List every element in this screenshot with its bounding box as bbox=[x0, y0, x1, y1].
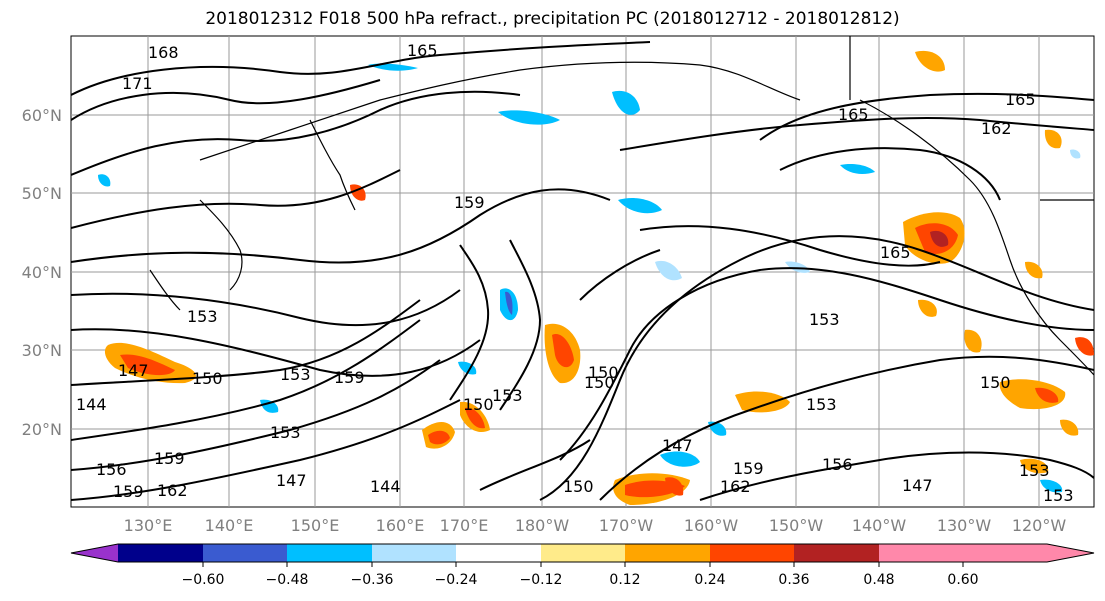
lon-label: 150°E bbox=[291, 516, 340, 535]
colorbar-tick-label: 0.60 bbox=[947, 572, 978, 588]
lat-label: 40°N bbox=[22, 263, 62, 282]
contour-label: 171 bbox=[122, 74, 153, 93]
colorbar-under-arrow bbox=[71, 544, 118, 562]
lat-label: 60°N bbox=[22, 106, 62, 125]
lon-label: 170°E bbox=[440, 516, 489, 535]
colorbar-segment bbox=[118, 544, 203, 562]
colorbar-tick-label: 0.24 bbox=[694, 572, 725, 588]
lon-label: 140°E bbox=[205, 516, 254, 535]
contour-label: 159 bbox=[154, 449, 185, 468]
refractivity-contours bbox=[71, 41, 1094, 501]
contour-label: 147 bbox=[902, 476, 933, 495]
map-panel: 168 171 165 165 165 162 159 165 153 153 … bbox=[22, 35, 1095, 535]
lon-label: 120°W bbox=[1012, 516, 1067, 535]
lat-label: 20°N bbox=[22, 420, 62, 439]
contour-label: 153 bbox=[492, 386, 523, 405]
contour-label: 150 bbox=[588, 363, 619, 382]
colorbar-tick-label: −0.24 bbox=[435, 572, 478, 588]
contour-label: 162 bbox=[157, 481, 188, 500]
colorbar-segment bbox=[794, 544, 879, 562]
contour-label: 147 bbox=[276, 471, 307, 490]
contour-label: 144 bbox=[76, 395, 107, 414]
contour-label: 150 bbox=[463, 395, 494, 414]
latitude-labels: 60°N 50°N 40°N 30°N 20°N bbox=[22, 106, 62, 439]
lon-label: 150°W bbox=[769, 516, 824, 535]
longitude-labels: 130°E 140°E 150°E 160°E 170°E 180°W 170°… bbox=[124, 516, 1067, 535]
contour-label: 159 bbox=[454, 193, 485, 212]
lon-label: 170°W bbox=[599, 516, 654, 535]
colorbar-segment bbox=[456, 544, 541, 562]
contour-label: 168 bbox=[148, 43, 179, 62]
contour-label: 147 bbox=[118, 361, 149, 380]
map-title: 2018012312 F018 500 hPa refract., precip… bbox=[205, 9, 900, 29]
colorbar-tick-label: 0.36 bbox=[778, 572, 809, 588]
contour-label: 156 bbox=[96, 460, 127, 479]
colorbar-tick-label: −0.36 bbox=[351, 572, 394, 588]
colorbar-segment bbox=[963, 544, 1047, 562]
colorbar-segment bbox=[541, 544, 625, 562]
contour-label: 162 bbox=[981, 119, 1012, 138]
contour-label: 153 bbox=[809, 310, 840, 329]
contour-label: 165 bbox=[838, 105, 869, 124]
contour-label: 159 bbox=[334, 368, 365, 387]
contour-label: 153 bbox=[1019, 461, 1050, 480]
contour-label: 165 bbox=[880, 243, 911, 262]
colorbar-tick-label: −0.60 bbox=[182, 572, 225, 588]
colorbar-tick-label: −0.12 bbox=[520, 572, 563, 588]
colorbar-segment bbox=[372, 544, 456, 562]
contour-label: 144 bbox=[370, 477, 401, 496]
lon-label: 130°E bbox=[124, 516, 173, 535]
contour-label: 162 bbox=[720, 477, 751, 496]
graticule bbox=[71, 36, 1094, 507]
colorbar-segment bbox=[710, 544, 794, 562]
colorbar-ticks bbox=[202, 562, 964, 567]
lon-label: 180°W bbox=[515, 516, 570, 535]
lat-label: 30°N bbox=[22, 341, 62, 360]
precip-fills bbox=[98, 50, 1094, 505]
contour-label: 147 bbox=[662, 436, 693, 455]
contour-label: 150 bbox=[563, 477, 594, 496]
colorbar-segment bbox=[879, 544, 963, 562]
contour-label: 165 bbox=[407, 41, 438, 60]
colorbar-outline bbox=[70, 543, 1095, 563]
coastlines bbox=[149, 36, 1094, 376]
lon-label: 160°E bbox=[376, 516, 425, 535]
colorbar: −0.60 −0.48 −0.36 −0.24 −0.12 0.12 0.24 … bbox=[70, 543, 1095, 588]
colorbar-over-arrow bbox=[1047, 544, 1094, 562]
colorbar-segment bbox=[625, 544, 710, 562]
contour-label: 150 bbox=[584, 373, 615, 392]
contour-label: 150 bbox=[192, 369, 223, 388]
contour-label: 153 bbox=[187, 307, 218, 326]
lat-label: 50°N bbox=[22, 184, 62, 203]
colorbar-segment bbox=[287, 544, 372, 562]
colorbar-tick-label: 0.12 bbox=[609, 572, 640, 588]
lon-label: 130°W bbox=[937, 516, 992, 535]
contour-label: 153 bbox=[270, 423, 301, 442]
contour-label: 159 bbox=[733, 459, 764, 478]
contour-label: 159 bbox=[113, 482, 144, 501]
contour-label: 153 bbox=[1043, 486, 1074, 505]
colorbar-segment bbox=[203, 544, 287, 562]
contour-label: 165 bbox=[1005, 90, 1036, 109]
contour-label: 153 bbox=[806, 395, 837, 414]
lon-label: 140°W bbox=[852, 516, 907, 535]
lon-label: 160°W bbox=[684, 516, 739, 535]
contour-labels: 168 171 165 165 165 162 159 165 153 153 … bbox=[76, 41, 1074, 505]
colorbar-tick-label: −0.48 bbox=[266, 572, 309, 588]
contour-label: 153 bbox=[280, 365, 311, 384]
contour-label: 156 bbox=[822, 455, 853, 474]
contour-label: 150 bbox=[980, 373, 1011, 392]
colorbar-tick-label: 0.48 bbox=[863, 572, 894, 588]
